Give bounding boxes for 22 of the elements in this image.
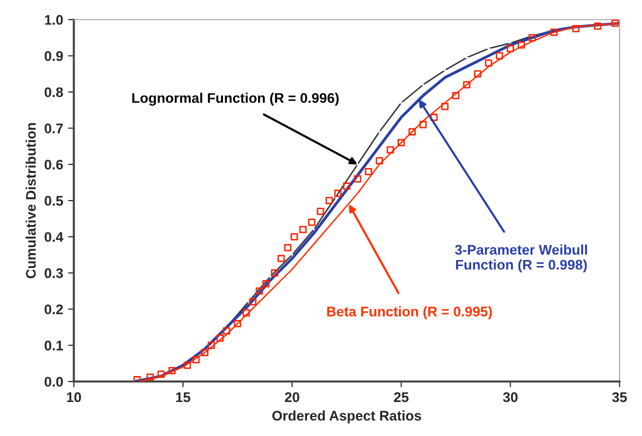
y-tick-label: 0.4 — [44, 232, 64, 242]
x-tick-label: 35 — [612, 392, 627, 402]
y-tick-label: 0.3 — [44, 268, 63, 278]
y-tick-label: 0.1 — [44, 340, 64, 350]
y-tick-label: 0.5 — [44, 196, 64, 206]
x-tick-label: 20 — [284, 392, 300, 402]
y-tick-label: 1.0 — [44, 14, 63, 25]
y-tick-label: 0.7 — [44, 124, 63, 134]
x-tick-label: 15 — [176, 392, 190, 402]
x-tick-label: 30 — [502, 392, 518, 402]
y-axis-title: Cumulative Distribution — [26, 123, 36, 278]
y-tick-label: 0.2 — [44, 304, 63, 314]
x-axis-title: Ordered Aspect Ratios — [272, 410, 422, 424]
y-tick-label: 0.6 — [44, 160, 63, 170]
annotation: 3-Parameter Weibull Function (R = 0.998) — [454, 244, 587, 272]
annotation: Lognormal Function (R = 0.996) — [132, 92, 339, 106]
y-tick-label: 0.8 — [44, 87, 63, 98]
x-tick-label: 25 — [394, 392, 409, 402]
y-tick-label: 0.0 — [44, 376, 63, 387]
x-tick-label: 10 — [66, 392, 81, 402]
annotation: Beta Function (R = 0.995) — [327, 306, 492, 320]
y-tick-label: 0.9 — [44, 51, 63, 61]
